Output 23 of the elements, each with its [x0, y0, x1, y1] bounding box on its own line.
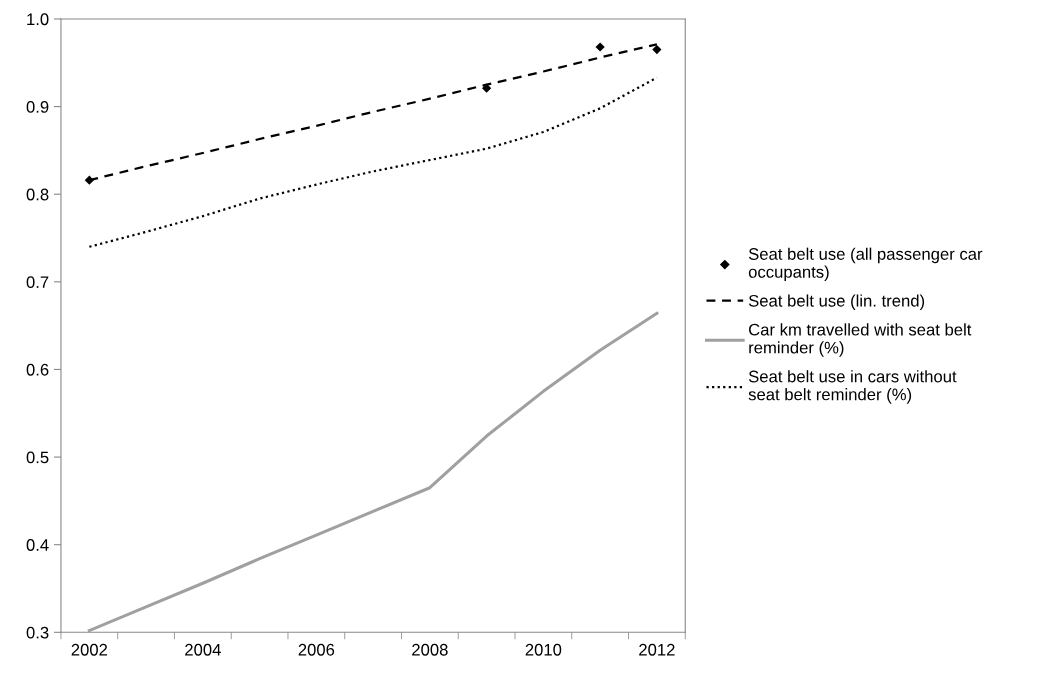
x-tick-label: 2004: [185, 643, 221, 656]
x-tick-label: 2002: [71, 643, 108, 656]
point: [482, 83, 492, 93]
y-tick-label: 0.9: [26, 100, 49, 113]
y-tick-label: 0.3: [26, 626, 49, 639]
x-tick-label: 2012: [639, 643, 675, 656]
legend-label: Seat belt use (lin. trend): [748, 294, 925, 310]
x-tick-label: 2010: [525, 643, 562, 656]
x-tick-label: 2008: [412, 643, 448, 656]
point: [652, 45, 662, 55]
legend-label: Seat belt use (all passenger car occupants): [748, 247, 983, 282]
y-tick-label: 0.5: [26, 451, 49, 464]
y-tick-label: 0.4: [26, 539, 49, 551]
legend-label: Seat belt use in cars without seat belt reminder (%): [748, 370, 957, 404]
point: [595, 42, 605, 52]
y-tick-label: 0.8: [26, 188, 49, 201]
y-tick-label: 0.7: [26, 276, 49, 289]
x-tick-label: 2006: [298, 643, 335, 656]
y-tick-label: 1.0: [27, 13, 49, 26]
legend-label: Car km travelled with seat belt reminder (%): [749, 323, 972, 357]
line-series: [87, 311, 659, 633]
y-tick-label: 0.6: [26, 363, 49, 376]
point: [84, 175, 94, 185]
